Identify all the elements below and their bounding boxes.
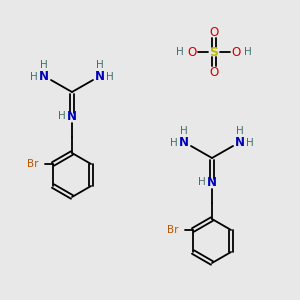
Text: N: N <box>179 136 189 149</box>
Text: H: H <box>106 72 114 82</box>
Text: O: O <box>209 65 219 79</box>
Text: H: H <box>244 47 252 57</box>
Text: H: H <box>40 60 48 70</box>
Text: N: N <box>67 110 77 122</box>
Text: H: H <box>246 138 254 148</box>
Text: H: H <box>58 111 66 121</box>
Text: N: N <box>207 176 217 188</box>
Text: H: H <box>180 126 188 136</box>
Text: H: H <box>198 177 206 187</box>
Text: O: O <box>231 46 241 59</box>
Text: H: H <box>236 126 244 136</box>
Text: S: S <box>209 46 218 59</box>
Text: H: H <box>170 138 178 148</box>
Text: H: H <box>30 72 38 82</box>
Text: O: O <box>209 26 219 38</box>
Text: N: N <box>39 70 49 83</box>
Text: Br: Br <box>167 225 179 235</box>
Text: H: H <box>96 60 104 70</box>
Text: H: H <box>176 47 184 57</box>
Text: N: N <box>235 136 245 149</box>
Text: Br: Br <box>27 159 39 169</box>
Text: N: N <box>95 70 105 83</box>
Text: O: O <box>188 46 196 59</box>
